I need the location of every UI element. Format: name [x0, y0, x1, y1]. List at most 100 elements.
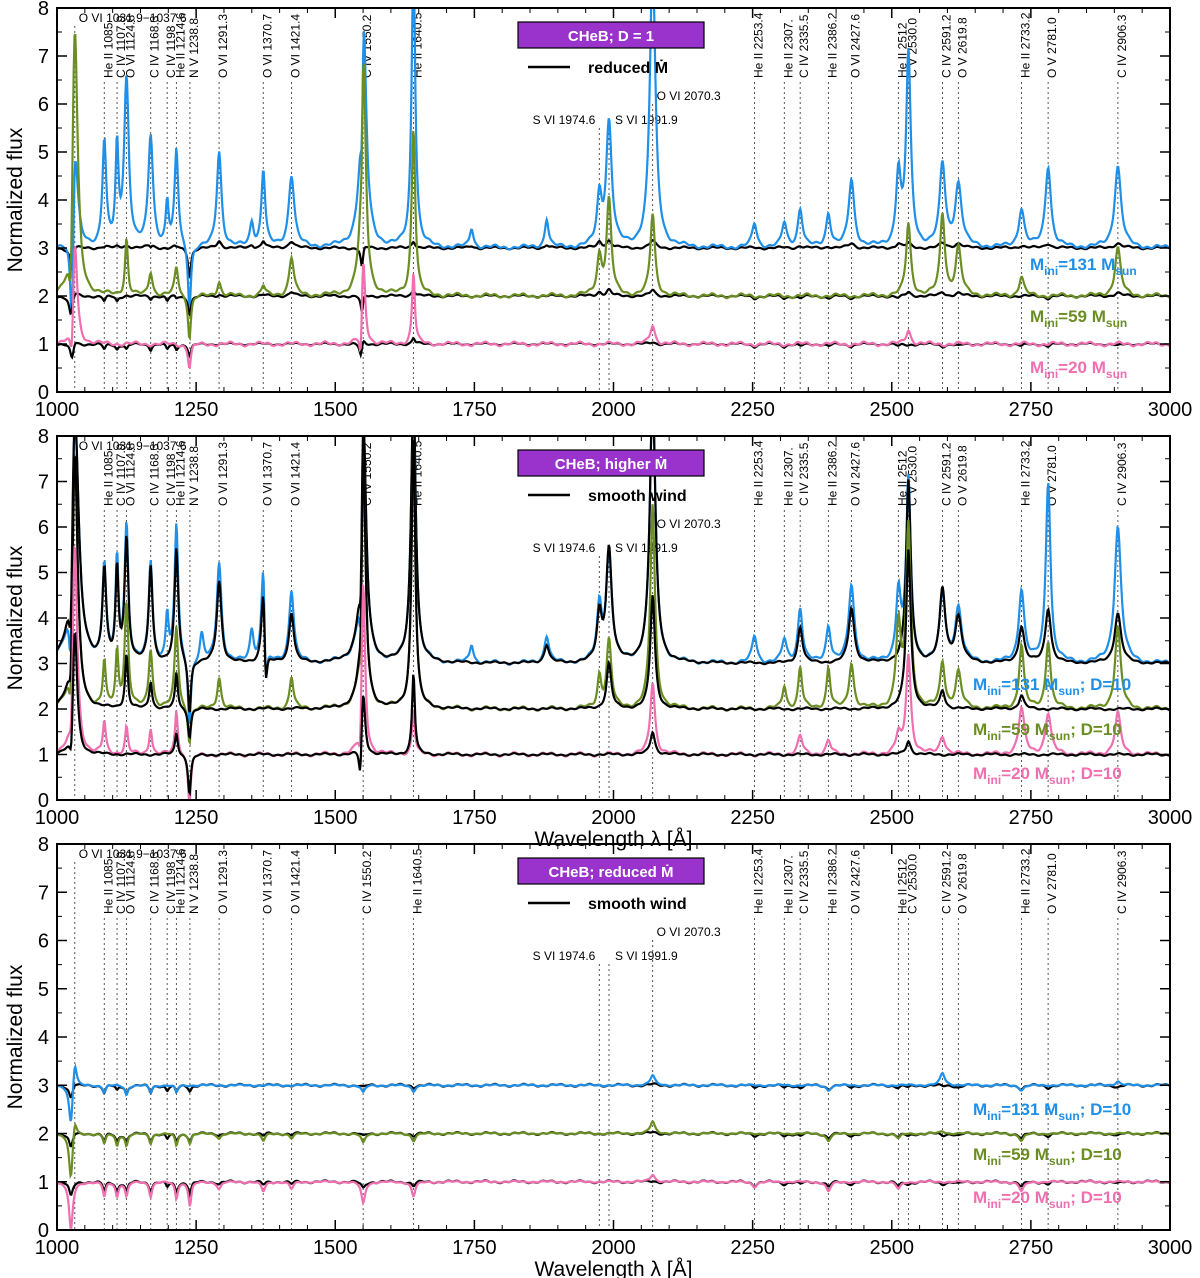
y-tick-label: 5	[38, 142, 49, 164]
line-id-label: O VI 2070.3	[657, 517, 721, 531]
y-tick-label: 5	[38, 563, 49, 585]
line-id-label: C IV 1198	[164, 861, 178, 914]
x-tick-label: 1000	[35, 399, 80, 421]
line-id-label: He II 1214.6	[173, 12, 187, 78]
y-tick-label: 3	[38, 654, 49, 676]
y-tick-label: 4	[38, 608, 49, 630]
x-tick-label: 3000	[1148, 1237, 1193, 1259]
y-axis-title: Normalized flux	[4, 964, 27, 1109]
series-line-black	[57, 239, 1170, 278]
line-id-label: He II 1085	[101, 858, 115, 914]
line-id-label: He II 1214.6	[173, 440, 187, 506]
line-id-label: He II 2512	[895, 22, 909, 78]
series-line-black	[57, 631, 1170, 797]
spectra-bottom	[57, 1063, 1170, 1230]
x-tick-label: 3000	[1148, 807, 1193, 829]
line-id-label: C V 2530.0	[905, 854, 919, 914]
y-axis-title: Normalized flux	[4, 127, 27, 272]
x-axis-title: Wavelength λ [Å]	[535, 828, 693, 851]
x-tick-label: 2500	[870, 1237, 915, 1259]
y-tick-label: 4	[38, 190, 49, 212]
y-tick-label: 5	[38, 979, 49, 1001]
line-id-label: O VI 2070.3	[657, 925, 721, 939]
y-tick-label: 1	[38, 1172, 49, 1194]
line-id-label: He II 2512	[895, 450, 909, 506]
series-line-colored	[57, 33, 1170, 342]
line-id-label: C IV 1168.3	[148, 15, 162, 78]
y-tick-label: 6	[38, 94, 49, 116]
x-tick-label: 2500	[870, 807, 915, 829]
line-id-label: S VI 1991.9	[615, 113, 678, 127]
series-label: Mini=131 Msun	[1030, 255, 1137, 278]
line-id-label: He II 2253.4	[752, 12, 766, 78]
x-tick-label: 2000	[591, 399, 636, 421]
line-id-label: C IV 2335.5	[797, 850, 811, 914]
x-tick-label: 2250	[730, 807, 775, 829]
y-tick-label: 8	[38, 834, 49, 856]
series-label: Mini=20 Msun; D=10	[973, 1188, 1122, 1211]
line-id-label: C IV 2591.2	[940, 850, 954, 914]
title-badge	[517, 857, 705, 885]
series-label: Mini=20 Msun	[1030, 358, 1127, 381]
line-id-label: S VI 1991.9	[615, 949, 678, 963]
x-tick-label: 1000	[35, 807, 80, 829]
y-tick-label: 3	[38, 1075, 49, 1097]
y-tick-label: 1	[38, 334, 49, 356]
line-id-label: O VI 1124.8	[123, 15, 137, 78]
legend-label: reduced Ṁ	[588, 59, 668, 77]
line-id-label: S VI 1974.6	[533, 541, 596, 555]
line-id-label: O V 2619.8	[955, 445, 969, 506]
series-label: Mini=131 Msun; D=10	[973, 675, 1131, 698]
legend-bottom: CHeB; reduced Ṁ smooth wind Mini=131 Msun;…	[517, 857, 1131, 1211]
line-id-label: O VI 1031.9−1037.6	[79, 11, 187, 25]
series-label: Mini=131 Msun; D=10	[973, 1100, 1131, 1123]
line-id-label: He II 2307.	[781, 19, 795, 78]
line-id-label: O V 2781.0	[1045, 853, 1059, 914]
series-line-black	[57, 336, 1170, 360]
x-tick-label: 2750	[1009, 807, 1054, 829]
line-id-label: C IV 1107.9	[114, 443, 128, 506]
x-tick-label: 1500	[313, 399, 358, 421]
line-id-label: O VI 1370.7	[260, 442, 274, 506]
spectra-top	[57, 8, 1170, 370]
series-line-colored	[57, 1063, 1170, 1122]
x-tick-label: 1250	[174, 399, 219, 421]
series-line-colored	[57, 246, 1170, 370]
line-id-label: N V 1238.8	[187, 854, 201, 914]
series-label: Mini=59 Msun; D=10	[973, 1145, 1122, 1168]
y-tick-label: 8	[38, 0, 49, 20]
x-axis-title: Wavelength λ [Å]	[535, 1258, 693, 1278]
line-id-label: C IV 2591.2	[940, 442, 954, 506]
series-label: Mini=59 Msun	[1030, 307, 1127, 330]
y-tick-label: 7	[38, 46, 49, 68]
x-tick-label: 2750	[1009, 399, 1054, 421]
line-id-label: O VI 1124.8	[123, 851, 137, 914]
series-line-colored	[57, 1119, 1170, 1180]
y-tick-label: 1	[38, 745, 49, 767]
line-id-label: He II 1640.5	[410, 848, 424, 914]
axes-middle: 1000 1250 1500 1750 2000 2250 2500 2750 3000 0 1 2 3…	[4, 426, 1192, 851]
y-tick-label: 2	[38, 699, 49, 721]
x-tick-label: 2000	[591, 1237, 636, 1259]
line-id-label: O VI 1291.3	[216, 442, 230, 506]
line-id-label: O VI 1031.9−1037.6	[79, 439, 187, 453]
series-line-colored	[57, 1173, 1170, 1230]
y-tick-label: 3	[38, 238, 49, 260]
line-id-label: C IV 2906.3	[1115, 14, 1129, 78]
y-tick-label: 7	[38, 472, 49, 494]
line-id-label: C IV 2906.3	[1115, 850, 1129, 914]
line-id-label: O V 2619.8	[955, 17, 969, 78]
line-id-label: O VI 1421.4	[289, 14, 303, 78]
y-tick-label: 7	[38, 882, 49, 904]
line-id-label: N V 1238.8	[187, 446, 201, 506]
line-id-label: C IV 1107.9	[114, 15, 128, 78]
line-id-label: O VI 1421.4	[289, 850, 303, 914]
title-badge-text: CHeB; higher Ṁ	[555, 456, 668, 473]
line-id-label: C IV 2335.5	[797, 442, 811, 506]
title-badge	[517, 449, 705, 477]
